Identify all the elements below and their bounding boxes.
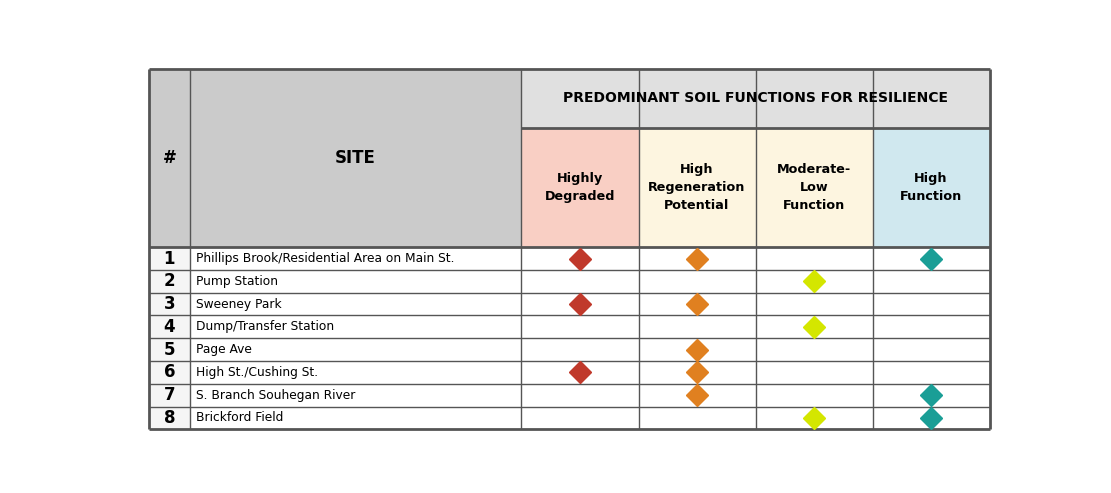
Text: 5: 5 [163, 341, 176, 358]
Text: Pump Station: Pump Station [197, 275, 279, 288]
Text: SITE: SITE [336, 149, 376, 167]
Text: 8: 8 [163, 409, 176, 427]
Bar [149, 270, 190, 293]
Bar [639, 128, 755, 247]
Bar [190, 69, 521, 247]
Text: High
Function: High Function [900, 172, 962, 203]
Bar [149, 407, 990, 429]
Text: 4: 4 [163, 318, 176, 336]
Bar [755, 128, 872, 247]
Text: 7: 7 [163, 386, 176, 404]
Text: High
Regeneration
Potential: High Regeneration Potential [649, 163, 745, 212]
Bar [872, 128, 990, 247]
Text: S. Branch Souhegan River: S. Branch Souhegan River [197, 388, 356, 402]
Text: Brickford Field: Brickford Field [197, 411, 283, 424]
Bar [149, 316, 190, 338]
Bar [149, 407, 190, 429]
Text: High St./Cushing St.: High St./Cushing St. [197, 366, 319, 379]
Bar [149, 338, 190, 361]
Bar [149, 69, 190, 247]
Text: PREDOMINANT SOIL FUNCTIONS FOR RESILIENCE: PREDOMINANT SOIL FUNCTIONS FOR RESILIENC… [563, 91, 948, 106]
Bar [149, 316, 990, 338]
Text: Sweeney Park: Sweeney Park [197, 298, 282, 311]
Text: #: # [162, 149, 177, 167]
Bar [149, 293, 190, 316]
Bar [149, 338, 990, 361]
Text: Highly
Degraded: Highly Degraded [544, 172, 615, 203]
Text: 1: 1 [163, 249, 176, 268]
Text: Page Ave: Page Ave [197, 343, 252, 356]
Bar [149, 293, 990, 316]
Bar [521, 69, 990, 128]
Bar [149, 270, 990, 293]
Text: 3: 3 [163, 295, 176, 313]
Text: Dump/Transfer Station: Dump/Transfer Station [197, 320, 334, 333]
Bar [521, 128, 639, 247]
Bar [149, 361, 190, 384]
Bar [149, 384, 990, 407]
Bar [149, 247, 190, 270]
Bar [149, 384, 190, 407]
Text: Phillips Brook/Residential Area on Main St.: Phillips Brook/Residential Area on Main … [197, 252, 454, 265]
Text: 2: 2 [163, 272, 176, 290]
Bar [149, 247, 990, 270]
Bar [149, 361, 990, 384]
Text: 6: 6 [163, 363, 176, 382]
Text: Moderate-
Low
Function: Moderate- Low Function [777, 163, 851, 212]
